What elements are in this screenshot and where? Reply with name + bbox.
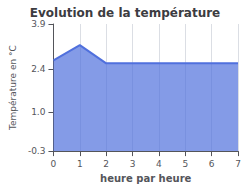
svg-text:5: 5 xyxy=(182,159,188,169)
svg-text:6: 6 xyxy=(209,159,215,169)
svg-text:-0.3: -0.3 xyxy=(28,146,46,156)
svg-text:3.9: 3.9 xyxy=(31,19,46,29)
svg-text:3: 3 xyxy=(130,159,136,169)
svg-text:1.0: 1.0 xyxy=(31,107,46,117)
svg-text:7: 7 xyxy=(235,159,241,169)
svg-text:2: 2 xyxy=(103,159,109,169)
svg-text:0: 0 xyxy=(51,159,57,169)
svg-text:Température en °C: Température en °C xyxy=(8,45,18,131)
svg-text:1: 1 xyxy=(77,159,83,169)
svg-text:Evolution de la température: Evolution de la température xyxy=(30,6,221,20)
svg-text:4: 4 xyxy=(156,159,162,169)
svg-text:heure par heure: heure par heure xyxy=(100,173,191,184)
svg-text:2.4: 2.4 xyxy=(31,64,46,74)
